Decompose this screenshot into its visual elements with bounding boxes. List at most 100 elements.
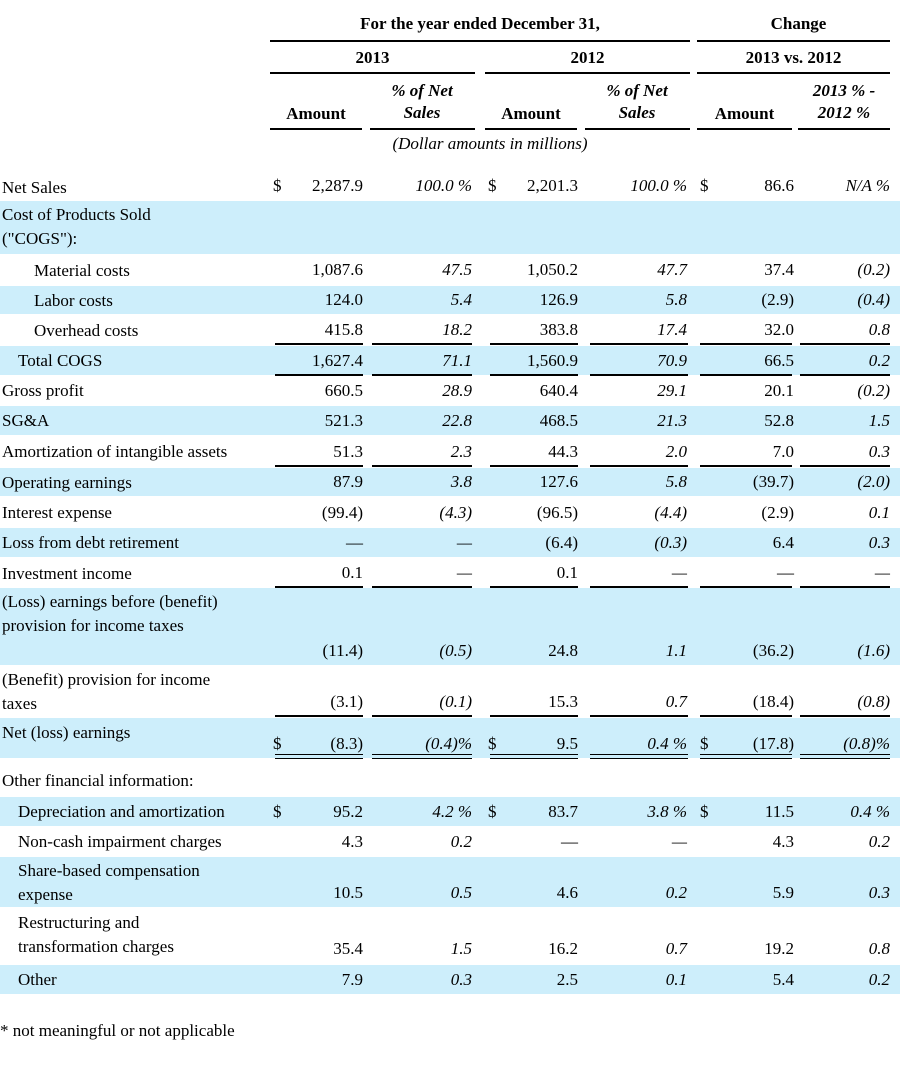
amount-cell: (36.2) bbox=[752, 641, 794, 660]
percent-cell: 0.2 bbox=[665, 883, 687, 902]
period-header: For the year ended December 31, bbox=[360, 14, 600, 33]
table-row: Cost of Products Sold ("COGS"): bbox=[0, 201, 900, 254]
amount-cell: — bbox=[346, 533, 363, 552]
row-label: Restructuring and transformation charges bbox=[18, 913, 174, 956]
total-underline bbox=[490, 715, 578, 717]
total-underline bbox=[700, 586, 792, 588]
percent-cell: 22.8 bbox=[442, 411, 472, 430]
amount-cell: 7.0 bbox=[772, 442, 794, 461]
percent-cell: (2.0) bbox=[857, 472, 890, 491]
amount-cell: 4.6 bbox=[556, 883, 578, 902]
amount-cell: (8.3) bbox=[330, 734, 363, 753]
total-underline bbox=[700, 465, 792, 467]
percent-cell: 1.5 bbox=[450, 939, 472, 958]
row-label: Labor costs bbox=[34, 291, 113, 310]
amount-cell: 2.5 bbox=[556, 970, 578, 989]
percent-cell: 71.1 bbox=[442, 351, 472, 370]
double-underline bbox=[700, 754, 792, 759]
row-label: SG&A bbox=[2, 411, 50, 430]
amount-header: Amount bbox=[286, 104, 346, 123]
table-row: Gross profit 660.5 28.9 640.4 29.1 20.1 (0.2) bbox=[0, 376, 900, 405]
total-underline bbox=[800, 465, 890, 467]
amount-cell: 124.0 bbox=[324, 290, 363, 309]
total-underline bbox=[275, 374, 363, 376]
percent-cell: 5.8 bbox=[665, 290, 687, 309]
amount-cell: 35.4 bbox=[333, 939, 363, 958]
double-underline bbox=[372, 754, 472, 759]
amount-cell: — bbox=[777, 563, 794, 582]
percent-cell: 0.3 bbox=[450, 970, 472, 989]
amount-cell: (2.9) bbox=[761, 290, 794, 309]
amount-cell: 127.6 bbox=[539, 472, 578, 491]
percent-cell: 29.1 bbox=[657, 381, 687, 400]
percent-cell: 0.7 bbox=[665, 939, 687, 958]
table-row: Share-based compensation expense 10.5 0.5 4… bbox=[0, 857, 900, 907]
amount-cell: (17.8) bbox=[752, 734, 794, 753]
table-row: (Loss) earnings before (benefit) provisi… bbox=[0, 588, 900, 665]
table-row: SG&A 521.3 22.8 468.5 21.3 52.8 1.5 bbox=[0, 406, 900, 435]
total-underline bbox=[590, 586, 688, 588]
percent-cell: 70.9 bbox=[657, 351, 687, 370]
year-2013-header: 2013 bbox=[355, 48, 390, 67]
amount-cell: 66.5 bbox=[764, 351, 794, 370]
amount-cell: 6.4 bbox=[772, 533, 794, 552]
row-label: Depreciation and amortization bbox=[18, 802, 225, 821]
percent-cell: (0.2) bbox=[857, 381, 890, 400]
amount-cell: 415.8 bbox=[324, 320, 363, 339]
table-row: Amortization of intangible assets 51.3 2.3… bbox=[0, 437, 900, 466]
percent-cell: 1.1 bbox=[665, 641, 687, 660]
percent-cell: (0.3) bbox=[654, 533, 687, 552]
table-row: Restructuring and transformation charges… bbox=[0, 909, 900, 963]
header-rule bbox=[798, 128, 890, 130]
total-underline bbox=[590, 374, 688, 376]
pct-net-sales-header: % of Net Sales bbox=[606, 81, 668, 122]
percent-cell: 0.2 bbox=[450, 832, 472, 851]
header-rule bbox=[697, 72, 890, 74]
table-row: Other financial information: bbox=[0, 766, 900, 795]
amount-cell: 640.4 bbox=[539, 381, 578, 400]
amount-cell: (18.4) bbox=[752, 692, 794, 711]
table-row: Material costs 1,087.6 47.5 1,050.2 47.7 37.4… bbox=[0, 256, 900, 284]
percent-cell: 4.2 % bbox=[432, 802, 472, 821]
percent-cell: 17.4 bbox=[657, 320, 687, 339]
header-rule bbox=[697, 128, 792, 130]
pct-diff-header: 2013 % - 2012 % bbox=[812, 81, 876, 122]
amount-cell: 0.1 bbox=[341, 563, 363, 582]
dollar-sign: $ bbox=[700, 734, 709, 753]
total-underline bbox=[372, 586, 472, 588]
row-label: Overhead costs bbox=[34, 321, 139, 340]
total-underline bbox=[275, 343, 363, 345]
amount-cell: 16.2 bbox=[548, 939, 578, 958]
total-underline bbox=[275, 465, 363, 467]
total-underline bbox=[372, 715, 472, 717]
row-label: Gross profit bbox=[2, 381, 84, 400]
row-label: (Benefit) provision for income taxes bbox=[2, 670, 211, 713]
table-row: Loss from debt retirement — — (6.4) (0.3) 6.4… bbox=[0, 528, 900, 557]
percent-cell: 0.3 bbox=[868, 442, 890, 461]
percent-cell: — bbox=[671, 832, 687, 851]
table-row: (Benefit) provision for income taxes (3.1… bbox=[0, 666, 900, 716]
percent-cell: 2.0 bbox=[665, 442, 687, 461]
header-rule bbox=[270, 40, 690, 42]
table-row: Interest expense (99.4) (4.3) (96.5) (4.4) (2… bbox=[0, 498, 900, 527]
header-rule bbox=[585, 128, 690, 130]
amount-cell: 51.3 bbox=[333, 442, 363, 461]
total-underline bbox=[490, 586, 578, 588]
amount-cell: 4.3 bbox=[772, 832, 794, 851]
header-rule bbox=[270, 128, 362, 130]
header-rule bbox=[485, 72, 690, 74]
dollar-sign: $ bbox=[273, 176, 282, 195]
row-label: Net (loss) earnings bbox=[2, 723, 131, 742]
total-underline bbox=[490, 374, 578, 376]
table-row: Total COGS 1,627.4 71.1 1,560.9 70.9 66.5 0.2 bbox=[0, 346, 900, 375]
percent-cell: 0.2 bbox=[868, 832, 890, 851]
percent-cell: (0.4) bbox=[857, 290, 890, 309]
total-underline bbox=[372, 465, 472, 467]
percent-cell: (0.5) bbox=[439, 641, 472, 660]
amount-cell: (6.4) bbox=[545, 533, 578, 552]
year-2012-header: 2012 bbox=[570, 48, 605, 67]
row-label: Interest expense bbox=[2, 503, 112, 522]
amount-cell: 24.8 bbox=[548, 641, 578, 660]
total-underline bbox=[800, 715, 890, 717]
amount-cell: 2,287.9 bbox=[312, 176, 363, 195]
